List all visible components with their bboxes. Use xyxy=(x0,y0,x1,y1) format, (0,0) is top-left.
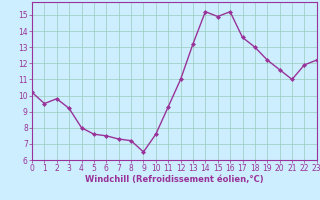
X-axis label: Windchill (Refroidissement éolien,°C): Windchill (Refroidissement éolien,°C) xyxy=(85,175,264,184)
